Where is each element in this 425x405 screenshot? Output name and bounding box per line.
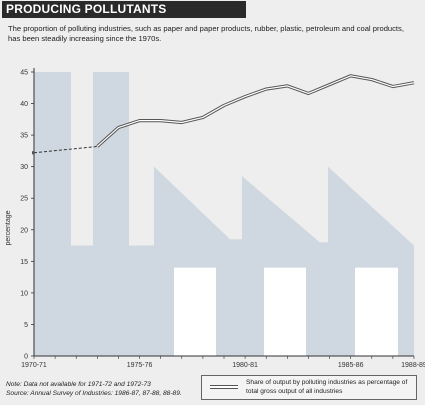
background-bars — [34, 72, 414, 356]
y-tick-label: 45 — [20, 70, 28, 77]
chart-note: Note: Data not available for 1971-72 and… — [6, 381, 196, 398]
y-axis-label: percentage — [5, 210, 12, 245]
decor-gap-block — [71, 245, 93, 356]
decor-tall-bar — [34, 72, 71, 356]
y-tick-label: 30 — [20, 164, 28, 171]
decor-window — [264, 267, 306, 356]
chart-axes: 0 5 10 15 20 25 30 35 40 45 1970-71 1975-76 1980-81 1… — [20, 68, 425, 369]
decor-window — [355, 267, 398, 356]
x-tick-label: 1970-71 — [21, 362, 47, 369]
y-tick-label: 20 — [20, 227, 28, 234]
y-tick-label: 35 — [20, 133, 28, 140]
chart-subtitle: The proportion of polluting industries, … — [8, 24, 404, 43]
y-tick-label: 0 — [24, 354, 28, 361]
y-tick-label: 15 — [20, 259, 28, 266]
series-line-outer — [96, 74, 415, 148]
chart-title: PRODUCING POLLUTANTS — [2, 1, 246, 18]
series-line-inner — [96, 75, 415, 147]
source-line: Source: Annual Survey of Industries: 198… — [6, 389, 182, 397]
x-tick-label: 1975-76 — [127, 362, 153, 369]
series-line — [32, 74, 415, 155]
legend-label: Share of output by polluting industries … — [246, 379, 408, 395]
y-tick-label: 25 — [20, 196, 28, 203]
y-tick-label: 40 — [20, 101, 28, 108]
y-tick-label: 10 — [20, 290, 28, 297]
x-tick-label: 1988-89 — [401, 362, 425, 369]
y-tick-label: 5 — [24, 322, 28, 329]
x-tick-label: 1980-81 — [232, 362, 258, 369]
legend-swatch — [210, 385, 238, 389]
x-tick-label: 1985-86 — [338, 362, 364, 369]
series-gap-dashed — [33, 145, 98, 154]
note-line: Note: Data not available for 1971-72 and… — [6, 381, 151, 388]
legend: Share of output by polluting industries … — [201, 375, 417, 400]
decor-tall-bar — [93, 72, 129, 356]
decor-window — [174, 267, 216, 356]
